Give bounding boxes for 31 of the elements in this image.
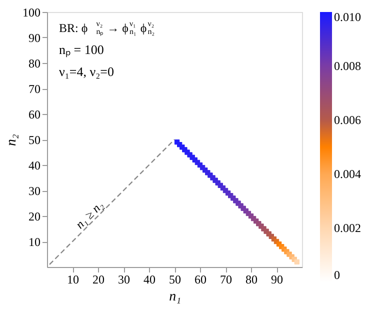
y-tick-label: 30 (28, 184, 40, 198)
x-tick-label: 70 (220, 272, 232, 286)
y-tick-label: 10 (28, 235, 40, 249)
x-tick-label: 10 (67, 272, 79, 286)
x-tick-label: 60 (194, 272, 206, 286)
y-tick-label: 20 (28, 210, 40, 224)
y-tick-label: 70 (28, 82, 40, 96)
x-tick-label: 40 (144, 272, 156, 286)
x-tick-label: 20 (92, 272, 104, 286)
color-bar-label: 0.008 (334, 59, 361, 73)
x-tick-label: 30 (118, 272, 130, 286)
color-bar-label: 0.004 (334, 167, 361, 181)
point (294, 259, 300, 264)
x-tick-label: 90 (271, 272, 283, 286)
annotation: ν₁=4, ν₂=0 (59, 64, 114, 79)
y-axis-title: n₂ (4, 134, 20, 146)
y-tick-label: 80 (28, 56, 40, 70)
y-tick-label: 50 (28, 133, 40, 147)
color-bar-label: 0 (334, 268, 340, 282)
color-bar-label: 0.006 (334, 113, 361, 127)
x-tick-label: 50 (169, 272, 181, 286)
x-axis-title: n₁ (169, 290, 181, 304)
y-tick-label: 60 (28, 108, 40, 122)
color-bar-label: 0.010 (334, 10, 361, 24)
x-tick-label: 80 (246, 272, 258, 286)
annotation: n₁ ≥ n₂ (72, 198, 106, 232)
y-tick-label: 100 (22, 6, 40, 20)
y-tick-label: 90 (28, 31, 40, 45)
color-bar-label: 0.002 (334, 221, 361, 235)
y-tick-label: 40 (28, 158, 40, 172)
annotation: nₚ = 100 (59, 42, 104, 58)
